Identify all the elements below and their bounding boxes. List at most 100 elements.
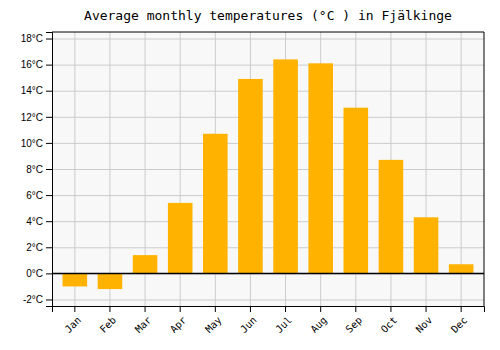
y-tick-mark — [46, 273, 52, 274]
x-axis: Jan Feb Mar Apr May Jun Jul Aug Sep Oct Nov Dec — [53, 306, 485, 335]
x-tick: Feb — [98, 306, 119, 335]
y-grid — [52, 39, 484, 300]
y-tick-mark — [46, 39, 52, 40]
x-tick-mark — [461, 306, 462, 312]
bar — [344, 108, 369, 274]
y-tick-mark — [46, 65, 52, 66]
x-tick-mark — [109, 306, 110, 312]
x-tick-label: Dec — [449, 314, 470, 335]
x-tick-label: Feb — [98, 314, 119, 335]
x-tick-label: Jan — [63, 314, 84, 335]
frame-line — [52, 32, 484, 33]
y-tick-label: 8°C — [26, 164, 43, 175]
grid-line — [74, 32, 75, 306]
x-tick: May — [203, 306, 224, 335]
y-tick-label: -2°C — [23, 294, 43, 305]
bar — [63, 273, 88, 286]
bar — [98, 273, 123, 289]
x-tick-mark — [145, 306, 146, 312]
grid-tick — [52, 195, 484, 196]
y-tick-label: 12°C — [21, 112, 43, 123]
y-tick-label: 2°C — [26, 242, 43, 253]
y-tick-mark — [46, 91, 52, 92]
x-tick-mark — [215, 306, 216, 312]
x-tick: Jul — [273, 306, 294, 335]
y-tick-mark — [46, 195, 52, 196]
x-tick-mark — [250, 306, 251, 312]
x-tick: Oct — [379, 306, 400, 335]
y-tick-mark — [46, 169, 52, 170]
x-tick: Aug — [308, 306, 329, 335]
x-tick-label: Oct — [379, 314, 400, 335]
grid-line — [52, 169, 484, 170]
y-tick: 8°C — [26, 164, 52, 175]
x-tick-mark — [320, 306, 321, 312]
bar — [379, 160, 404, 274]
x-tick-mark — [285, 306, 286, 312]
grid-line — [52, 39, 484, 40]
grid-tick — [52, 117, 484, 118]
bar — [168, 203, 193, 273]
title: Average monthly temperatures (°C ) in Fj… — [84, 8, 452, 23]
grid-tick — [74, 32, 75, 306]
y-tick-label: 18°C — [21, 33, 43, 44]
x-tick-mark — [74, 306, 75, 312]
bar — [238, 79, 263, 273]
y-tick: 2°C — [26, 242, 52, 253]
grid-line — [52, 117, 484, 118]
y-tick-label: 4°C — [26, 216, 43, 227]
y-tick-label: 14°C — [21, 85, 43, 96]
y-tick-mark — [46, 221, 52, 222]
y-tick-label: 10°C — [21, 138, 43, 149]
grid-line — [109, 32, 110, 306]
x-tick-mark — [355, 306, 356, 312]
x-tick-label: Jul — [273, 314, 294, 335]
zero-line — [52, 273, 484, 275]
bar — [203, 134, 228, 274]
grid-tick — [52, 169, 484, 170]
x-tick-label: Sep — [344, 314, 365, 335]
y-tick: 4°C — [26, 216, 52, 227]
y-tick-mark — [46, 143, 52, 144]
x-tick: Sep — [344, 306, 365, 335]
chart: -2°C 0°C 2°C 4°C 6°C 8°C 10°C 12°C 14°C 16°C 18°C J… — [0, 0, 500, 350]
y-tick: 18°C — [21, 33, 52, 44]
y-tick-label: 16°C — [21, 59, 43, 70]
y-tick-mark — [46, 247, 52, 248]
y-tick: 16°C — [21, 59, 52, 70]
x-tick-label: Nov — [414, 314, 435, 335]
x-tick: Jun — [238, 306, 259, 335]
x-tick-label: Mar — [133, 314, 154, 335]
x-tick-label: Aug — [308, 314, 329, 335]
grid-line — [52, 143, 484, 144]
x-tick-mark — [426, 306, 427, 312]
grid-tick — [52, 39, 484, 40]
y-tick-mark — [46, 299, 52, 300]
grid-tick — [52, 91, 484, 92]
grid-tick — [52, 299, 484, 300]
y-tick: -2°C — [23, 294, 52, 305]
x-tick: Dec — [449, 306, 470, 335]
y-tick-label: 0°C — [26, 268, 43, 279]
grid-line — [52, 195, 484, 196]
x-tick: Nov — [414, 306, 435, 335]
frame-line — [484, 32, 485, 306]
bar — [133, 255, 158, 273]
grid-line — [52, 299, 484, 300]
x-tick: Apr — [168, 306, 189, 335]
y-tick: 12°C — [21, 112, 52, 123]
y-tick-mark — [46, 117, 52, 118]
x-tick-mark — [180, 306, 181, 312]
y-axis: -2°C 0°C 2°C 4°C 6°C 8°C 10°C 12°C 14°C 16°C 18°C — [21, 33, 53, 307]
grid-tick — [52, 65, 484, 66]
plot-background — [52, 32, 484, 306]
x-tick-label: May — [203, 314, 224, 335]
x-axis-line — [53, 307, 485, 313]
grid-line — [52, 65, 484, 66]
y-tick: 6°C — [26, 190, 52, 201]
y-axis-line — [46, 33, 53, 307]
x-tick: Mar — [133, 306, 154, 335]
plot: -2°C 0°C 2°C 4°C 6°C 8°C 10°C 12°C 14°C 16°C 18°C J… — [21, 32, 485, 335]
grid-tick — [109, 32, 110, 306]
bar — [449, 264, 474, 273]
